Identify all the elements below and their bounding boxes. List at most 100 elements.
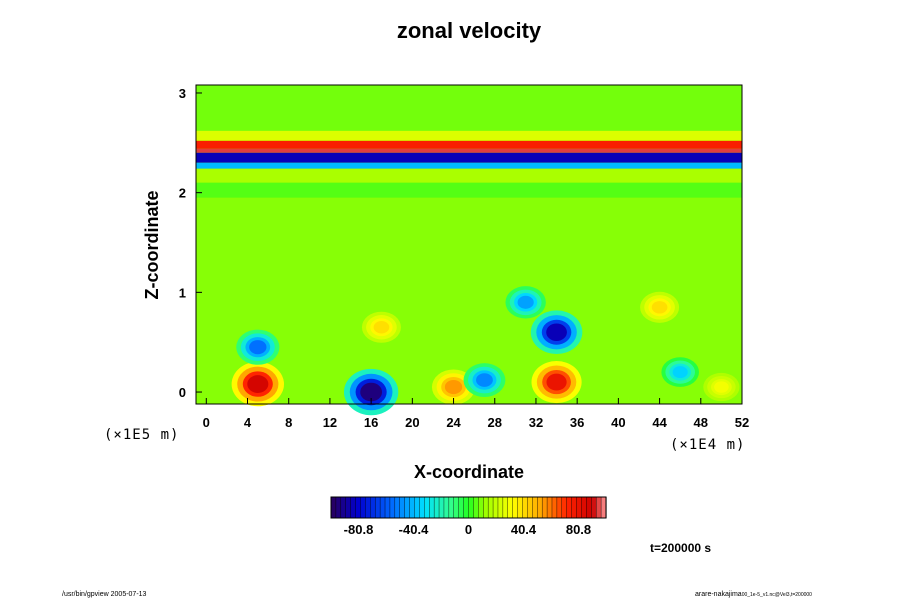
feature-contour bbox=[651, 301, 668, 314]
colorbar-cell bbox=[340, 496, 347, 519]
colorbar bbox=[330, 496, 607, 519]
chart-title: zonal velocity bbox=[397, 18, 542, 43]
x-tick-label: 24 bbox=[446, 415, 461, 430]
x-tick-label: 44 bbox=[652, 415, 667, 430]
footer-right: arare-nakajima00_1e-5_v1.nc@Vel3,t=20000… bbox=[695, 591, 812, 598]
x-tick-label: 40 bbox=[611, 415, 625, 430]
colorbar-tick-label: -80.8 bbox=[344, 522, 374, 537]
x-tick-label: 0 bbox=[203, 415, 210, 430]
colorbar-ticks: -80.8 -40.4 0 40.4 80.8 bbox=[344, 522, 591, 537]
colorbar-cell bbox=[384, 496, 391, 519]
colorbar-cell bbox=[571, 496, 578, 519]
y-tick-label: 1 bbox=[179, 285, 186, 300]
heatmap-feature bbox=[640, 291, 680, 323]
colorbar-cell bbox=[556, 496, 563, 519]
colorbar-cell bbox=[448, 496, 455, 519]
colorbar-cell bbox=[497, 496, 504, 519]
colorbar-cell bbox=[389, 496, 396, 519]
heatmap-feature bbox=[530, 310, 583, 355]
heatmap-feature bbox=[343, 368, 399, 416]
x-scale-label: (×1E4 m) bbox=[670, 437, 745, 453]
colorbar-cell bbox=[463, 496, 470, 519]
colorbar-cell bbox=[541, 496, 548, 519]
colorbar-cell bbox=[404, 496, 411, 519]
colorbar-tick-label: 80.8 bbox=[566, 522, 591, 537]
heatmap-field bbox=[196, 85, 742, 416]
colorbar-cell bbox=[502, 496, 509, 519]
feature-contour bbox=[517, 295, 534, 309]
colorbar-cell bbox=[581, 496, 587, 519]
heatmap-layer bbox=[196, 182, 742, 198]
footer-right-main: arare-nakajima bbox=[695, 591, 742, 598]
feature-contour bbox=[373, 321, 390, 334]
y-axis-title: Z-coordinate bbox=[142, 190, 162, 299]
feature-contour bbox=[360, 382, 383, 402]
x-tick-label: 16 bbox=[364, 415, 378, 430]
y-scale-label: (×1E5 m) bbox=[104, 427, 179, 443]
colorbar-tick-label: 0 bbox=[465, 522, 472, 537]
colorbar-cell bbox=[360, 496, 366, 519]
x-axis: 0 4 8 12 16 20 24 28 32 36 40 44 48 52 bbox=[203, 398, 749, 430]
footer-left: /usr/bin/gpview 2005-07-13 bbox=[62, 591, 147, 598]
colorbar-cell bbox=[483, 496, 489, 519]
colorbar-cell bbox=[561, 496, 568, 519]
colorbar-cell bbox=[473, 496, 479, 519]
y-axis: 0 1 2 3 bbox=[179, 86, 202, 400]
plot-frame bbox=[195, 84, 743, 405]
heatmap-feature bbox=[531, 360, 582, 404]
y-tick-label: 0 bbox=[179, 385, 186, 400]
heatmap-layer bbox=[196, 162, 742, 169]
heatmap-layer bbox=[196, 140, 742, 149]
colorbar-cell bbox=[453, 496, 460, 519]
colorbar-cell bbox=[345, 496, 352, 519]
colorbar-tick-label: -40.4 bbox=[399, 522, 429, 537]
feature-contour bbox=[546, 373, 567, 391]
colorbar-cell bbox=[591, 496, 597, 519]
y-tick-label: 3 bbox=[179, 86, 186, 101]
colorbar-cell bbox=[527, 496, 533, 519]
colorbar-cell bbox=[595, 496, 602, 519]
colorbar-cell bbox=[399, 496, 406, 519]
colorbar-cell bbox=[512, 496, 519, 519]
colorbar-cell bbox=[330, 496, 337, 519]
colorbar-cell bbox=[394, 496, 401, 519]
colorbar-cell bbox=[433, 496, 440, 519]
x-tick-label: 48 bbox=[694, 415, 708, 430]
feature-contour bbox=[546, 323, 567, 341]
colorbar-cell bbox=[414, 496, 420, 519]
heatmap-feature bbox=[505, 286, 546, 319]
colorbar-tick-label: 40.4 bbox=[511, 522, 537, 537]
colorbar-frame bbox=[330, 496, 607, 519]
colorbar-cell bbox=[335, 496, 342, 519]
heatmap-layer bbox=[196, 130, 742, 141]
colorbar-cell bbox=[517, 496, 524, 519]
heatmap-layer bbox=[196, 148, 742, 153]
colorbar-cell bbox=[355, 496, 362, 519]
colorbar-cell bbox=[537, 496, 543, 519]
feature-contour bbox=[444, 379, 463, 395]
x-tick-label: 4 bbox=[244, 415, 252, 430]
colorbar-cell bbox=[522, 496, 529, 519]
heatmap-feature bbox=[703, 372, 740, 402]
footer-right-small: 00_1e-5_v1.nc@Vel3,t=200000 bbox=[742, 592, 812, 598]
colorbar-cell bbox=[551, 496, 558, 519]
x-tick-label: 8 bbox=[285, 415, 292, 430]
x-tick-label: 12 bbox=[323, 415, 337, 430]
colorbar-cell bbox=[424, 496, 430, 519]
heatmap-feature bbox=[661, 357, 699, 387]
heatmap-layer bbox=[196, 152, 742, 163]
x-axis-title: X-coordinate bbox=[414, 462, 524, 482]
feature-contour bbox=[714, 381, 729, 393]
colorbar-cell bbox=[468, 496, 475, 519]
colorbar-cell bbox=[566, 496, 573, 519]
x-tick-label: 32 bbox=[529, 415, 543, 430]
colorbar-cell bbox=[374, 496, 381, 519]
feature-contour bbox=[249, 340, 267, 355]
x-tick-label: 36 bbox=[570, 415, 584, 430]
heatmap-feature bbox=[361, 311, 401, 343]
colorbar-cell bbox=[478, 496, 484, 519]
colorbar-cell bbox=[379, 496, 386, 519]
colorbar-cell bbox=[507, 496, 514, 519]
colorbar-cell bbox=[492, 496, 499, 519]
